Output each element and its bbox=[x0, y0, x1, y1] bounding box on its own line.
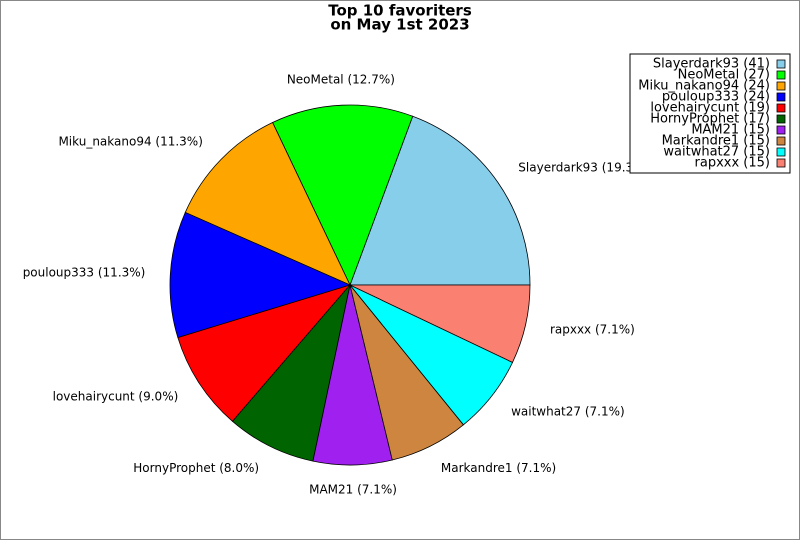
slice-label: Slayerdark93 (19.3%) bbox=[518, 160, 649, 174]
pie-slice bbox=[272, 104, 414, 287]
legend-swatch bbox=[776, 103, 786, 113]
legend-box bbox=[629, 53, 791, 174]
legend-label: MAM21 (15) bbox=[691, 123, 770, 138]
slice-label: pouloup333 (11.3%) bbox=[23, 265, 146, 279]
slice-label: NeoMetal (12.7%) bbox=[287, 73, 395, 87]
legend-swatch bbox=[776, 125, 786, 135]
legend-swatch bbox=[776, 136, 786, 146]
legend-swatch bbox=[776, 158, 786, 168]
legend-label: rapxxx (15) bbox=[695, 156, 770, 171]
legend-label: waitwhat27 (15) bbox=[663, 145, 770, 160]
legend-label: pouloup333 (24) bbox=[662, 90, 770, 105]
pie-slice bbox=[349, 115, 531, 286]
legend-label: Miku_nakano94 (24) bbox=[638, 79, 770, 94]
slice-label: rapxxx (7.1%) bbox=[550, 323, 635, 337]
legend-label: Markandre1 (15) bbox=[662, 134, 770, 149]
slice-label: lovehairycunt (9.0%) bbox=[53, 389, 179, 403]
pie-slice bbox=[349, 284, 531, 363]
legend-swatch bbox=[776, 59, 786, 69]
legend-swatch bbox=[776, 81, 786, 91]
slice-label: HornyProphet (8.0%) bbox=[133, 461, 259, 475]
slice-label: MAM21 (7.1%) bbox=[309, 482, 397, 496]
pie-slice bbox=[231, 284, 351, 462]
chart-title: Top 10 favoriters bbox=[328, 2, 472, 20]
legend-label: Slayerdark93 (41) bbox=[653, 57, 770, 72]
pie-slice bbox=[184, 121, 351, 286]
legend-swatch bbox=[776, 114, 786, 124]
slice-label: Markandre1 (7.1%) bbox=[441, 461, 556, 475]
legend-label: lovehairycunt (19) bbox=[650, 101, 770, 116]
pie-slice bbox=[169, 211, 352, 339]
chart-title: on May 1st 2023 bbox=[330, 16, 469, 34]
legend-label: NeoMetal (27) bbox=[678, 68, 770, 83]
legend-swatch bbox=[776, 147, 786, 157]
legend-label: HornyProphet (17) bbox=[650, 112, 770, 127]
legend-swatch bbox=[776, 92, 786, 102]
pie-slice bbox=[177, 284, 352, 422]
legend-swatch bbox=[776, 70, 786, 80]
slice-label: Miku_nakano94 (11.3%) bbox=[58, 135, 202, 149]
slice-label: waitwhat27 (7.1%) bbox=[511, 404, 625, 418]
